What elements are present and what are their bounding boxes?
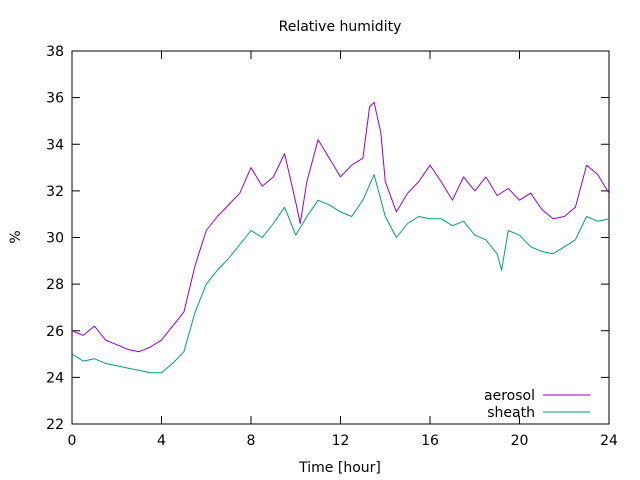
x-tick-label: 16 [421, 433, 439, 449]
y-tick-label: 22 [46, 417, 64, 433]
x-tick-label: 20 [511, 433, 529, 449]
series-line-sheath [71, 174, 610, 374]
x-axis-label: Time [hour] [298, 460, 381, 476]
x-tick-label: 24 [600, 433, 618, 449]
series-lines [71, 101, 610, 374]
plot-frame [71, 50, 610, 425]
y-tick-label: 38 [46, 44, 64, 60]
legend-label-aerosol: aerosol [484, 388, 535, 404]
x-tick-label: 4 [157, 433, 166, 449]
series-line-aerosol [71, 101, 610, 353]
x-tick-label: 8 [247, 433, 256, 449]
y-tick-label: 24 [46, 370, 64, 386]
x-tick-label: 0 [68, 433, 77, 449]
y-tick-label: 28 [46, 277, 64, 293]
y-tick-label: 32 [46, 184, 64, 200]
x-tick-label: 12 [332, 433, 350, 449]
y-tick-label: 36 [46, 91, 64, 107]
y-tick-label: 30 [46, 231, 64, 247]
y-tick-label: 26 [46, 324, 64, 340]
y-tick-label: 34 [46, 137, 64, 153]
legend-label-sheath: sheath [487, 405, 535, 421]
chart-title: Relative humidity [279, 19, 402, 35]
y-axis-label: % [8, 230, 24, 243]
axis-ticks: 22 24 26 28 30 32 34 36 38 0 4 8 12 16 20 24 [46, 44, 618, 449]
